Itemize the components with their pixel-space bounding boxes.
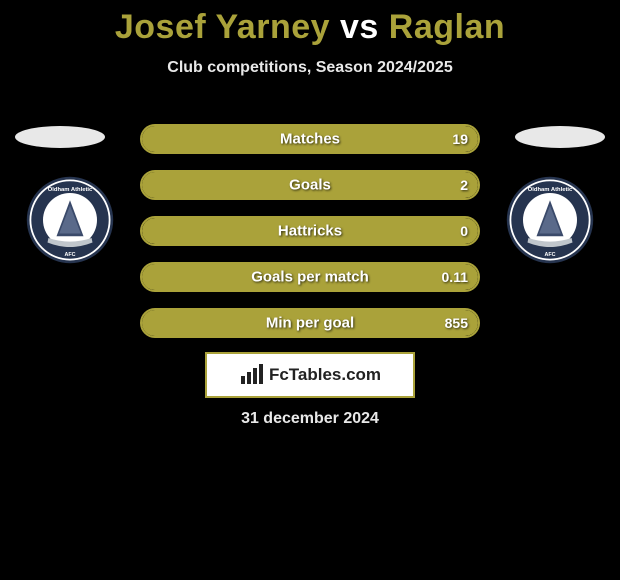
player1-name: Josef Yarney: [115, 8, 330, 46]
svg-text:AFC: AFC: [64, 252, 75, 258]
player1-club-crest: Oldham Athletic AFC: [25, 175, 115, 265]
player2-base-ellipse: [515, 126, 605, 148]
stat-label: Matches: [280, 131, 340, 148]
stat-row: Hattricks 0: [140, 216, 480, 246]
crest-icon: Oldham Athletic AFC: [25, 175, 115, 265]
vs-text: vs: [340, 8, 379, 46]
stat-row: Goals per match 0.11: [140, 262, 480, 292]
bar-chart-icon: [239, 364, 265, 386]
stat-row: Goals 2: [140, 170, 480, 200]
svg-text:Oldham Athletic: Oldham Athletic: [528, 187, 573, 193]
crest-icon: Oldham Athletic AFC: [505, 175, 595, 265]
svg-text:Oldham Athletic: Oldham Athletic: [48, 187, 93, 193]
player2-club-crest: Oldham Athletic AFC: [505, 175, 595, 265]
stat-label: Goals per match: [251, 269, 369, 286]
stat-fill-left: [142, 310, 149, 336]
stat-value-right: 0.11: [442, 269, 468, 285]
stat-value-right: 0: [460, 223, 468, 239]
stat-row: Matches 19: [140, 124, 480, 154]
comparison-title: Josef Yarney vs Raglan: [0, 0, 620, 47]
stat-fill-left: [142, 126, 149, 152]
svg-text:AFC: AFC: [544, 252, 555, 258]
stat-label: Goals: [289, 177, 331, 194]
subtitle: Club competitions, Season 2024/2025: [0, 59, 620, 77]
stat-value-right: 855: [445, 315, 468, 331]
stats-container: Matches 19 Goals 2 Hattricks 0 Goals per match…: [140, 124, 480, 354]
stat-value-right: 2: [460, 177, 468, 193]
brand-box[interactable]: FcTables.com: [205, 352, 415, 398]
stat-fill-left: [142, 264, 149, 290]
stat-value-right: 19: [452, 131, 468, 147]
stat-row: Min per goal 855: [140, 308, 480, 338]
stat-label: Min per goal: [266, 315, 354, 332]
stat-fill-left: [142, 172, 149, 198]
brand-text: FcTables.com: [269, 365, 381, 385]
player2-name: Raglan: [389, 8, 505, 46]
player1-base-ellipse: [15, 126, 105, 148]
date-text: 31 december 2024: [241, 410, 379, 428]
stat-label: Hattricks: [278, 223, 342, 240]
